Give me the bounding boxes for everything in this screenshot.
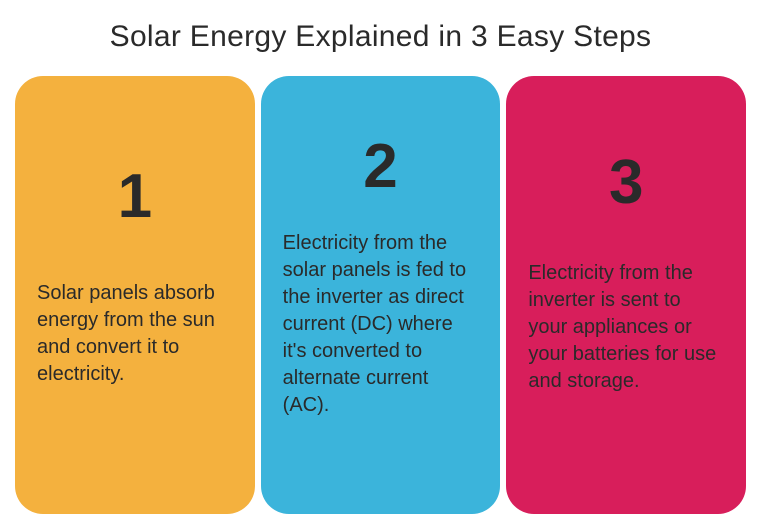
step-text: Electricity from the inverter is sent to… (528, 260, 724, 395)
step-number: 3 (528, 152, 724, 214)
page-title: Solar Energy Explained in 3 Easy Steps (15, 20, 746, 54)
step-card-2: 2 Electricity from the solar panels is f… (261, 76, 501, 514)
step-text: Electricity from the solar panels is fed… (283, 230, 479, 419)
steps-container: 1 Solar panels absorb energy from the su… (15, 76, 746, 514)
step-card-3: 3 Electricity from the inverter is sent … (506, 76, 746, 514)
step-number: 2 (283, 136, 479, 198)
step-number: 1 (37, 166, 233, 228)
step-text: Solar panels absorb energy from the sun … (37, 280, 233, 388)
step-card-1: 1 Solar panels absorb energy from the su… (15, 76, 255, 514)
